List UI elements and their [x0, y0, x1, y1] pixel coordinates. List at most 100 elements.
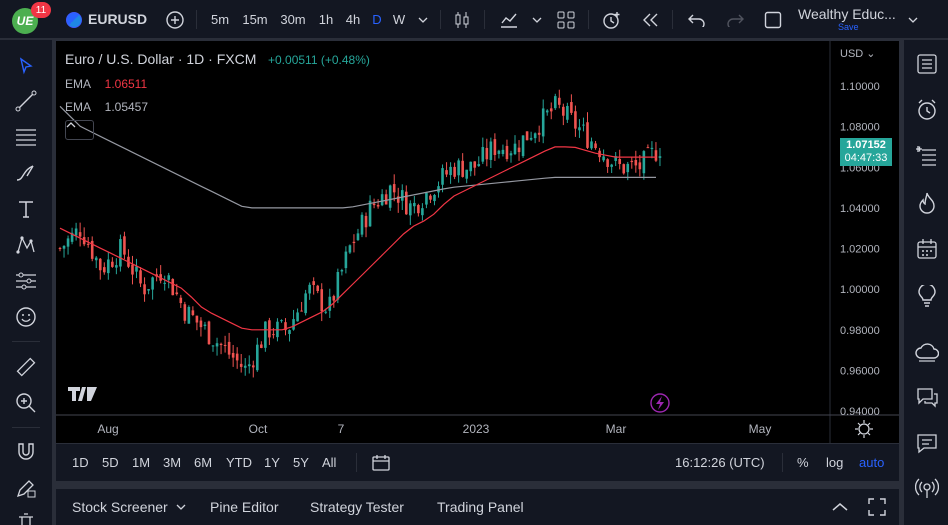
candle: [626, 163, 630, 173]
drawing-toolbar: [0, 40, 53, 525]
collapse-panel-button[interactable]: [831, 489, 849, 525]
compare-symbol-button[interactable]: [164, 0, 186, 39]
help-button[interactable]: [911, 472, 943, 504]
ema-fast-legend[interactable]: EMA 1.06511: [65, 76, 147, 91]
candle: [610, 164, 613, 167]
go-to-date-button[interactable]: [372, 444, 390, 481]
prediction-tool[interactable]: [10, 265, 42, 297]
streams-button[interactable]: [911, 336, 943, 368]
interval-4h[interactable]: 4h: [345, 12, 361, 27]
candle: [231, 352, 235, 358]
ideas-button[interactable]: [911, 280, 943, 312]
log-scale-toggle[interactable]: log: [826, 455, 844, 470]
zoom-tool[interactable]: [10, 387, 42, 419]
indicators-dropdown[interactable]: [531, 0, 543, 39]
cloud-icon: [915, 343, 939, 362]
price-chart[interactable]: 1.100001.080001.060001.040001.020001.000…: [56, 41, 899, 443]
candle: [316, 285, 320, 292]
maximize-panel-button[interactable]: [868, 489, 886, 525]
percent-scale-toggle[interactable]: %: [797, 455, 809, 470]
price-tick: 1.00000: [840, 284, 880, 296]
legend-collapse-button[interactable]: [65, 120, 94, 140]
intervals-dropdown[interactable]: [416, 0, 430, 39]
candle: [340, 270, 344, 272]
lock-drawings-tool[interactable]: [10, 472, 42, 504]
brush-tool[interactable]: [10, 157, 42, 189]
symbol-search[interactable]: EURUSD: [88, 11, 148, 27]
interval-30m[interactable]: 30m: [280, 12, 306, 27]
chart-type-button[interactable]: [451, 0, 473, 39]
candle: [268, 320, 271, 338]
trash-icon: [19, 513, 33, 525]
save-label[interactable]: Save: [838, 22, 859, 32]
time-scale: Aug Oct 7 2023 Mar May: [97, 422, 771, 436]
currency-selector[interactable]: USD ⌄: [840, 48, 876, 60]
range-1d[interactable]: 1D: [72, 455, 89, 470]
range-6m[interactable]: 6M: [194, 455, 213, 470]
trend-line-tool[interactable]: [10, 85, 42, 117]
range-1y[interactable]: 1Y: [264, 455, 280, 470]
candle: [135, 266, 138, 272]
candle: [541, 108, 545, 137]
ema-slow-legend[interactable]: EMA 1.05457: [65, 99, 148, 114]
measure-tool[interactable]: [10, 351, 42, 383]
redo-button[interactable]: [724, 0, 746, 39]
redo-icon: [727, 14, 744, 27]
range-ytd[interactable]: YTD: [226, 455, 252, 470]
chats-button[interactable]: [911, 381, 943, 413]
undo-button[interactable]: [686, 0, 708, 39]
interval-1h[interactable]: 1h: [318, 12, 334, 27]
calendar-button[interactable]: [911, 233, 943, 265]
candle: [300, 310, 303, 312]
pattern-tool[interactable]: [10, 229, 42, 261]
layout-name[interactable]: Wealthy Educ...: [798, 6, 896, 22]
remove-drawings-tool[interactable]: [10, 506, 42, 525]
tab-trading-panel[interactable]: Trading Panel: [437, 499, 524, 515]
interval-w[interactable]: W: [392, 12, 406, 27]
layout-dropdown[interactable]: [906, 0, 920, 39]
interval-15m[interactable]: 15m: [242, 12, 268, 27]
range-5d[interactable]: 5D: [102, 455, 119, 470]
candle: [465, 169, 468, 179]
range-5y[interactable]: 5Y: [293, 455, 309, 470]
text-tool[interactable]: [10, 193, 42, 225]
replay-button[interactable]: [640, 0, 662, 39]
range-3m[interactable]: 3M: [163, 455, 182, 470]
layouts-button[interactable]: [556, 0, 576, 39]
magnet-tool[interactable]: [10, 436, 42, 468]
interval-5m[interactable]: 5m: [210, 12, 230, 27]
tab-pine-editor[interactable]: Pine Editor: [210, 499, 279, 515]
interval-d[interactable]: D: [372, 12, 382, 27]
tab-strategy-tester[interactable]: Strategy Tester: [310, 499, 404, 515]
alerts-button[interactable]: [911, 94, 943, 126]
candle: [417, 205, 420, 214]
alert-button[interactable]: [601, 0, 623, 39]
stock-screener-dropdown[interactable]: [176, 489, 186, 525]
fullscreen-button[interactable]: [762, 0, 784, 39]
hotlists-button[interactable]: [911, 187, 943, 219]
price-tick: 0.94000: [840, 406, 880, 418]
tab-stock-screener[interactable]: Stock Screener: [72, 499, 168, 515]
chevron-down-icon: [532, 17, 542, 23]
list-icon: [917, 54, 937, 74]
candle: [570, 102, 573, 113]
icons-tool[interactable]: [10, 301, 42, 333]
fib-tool[interactable]: [10, 121, 42, 153]
candle: [421, 208, 424, 216]
data-window-button[interactable]: [911, 140, 943, 172]
candle: [163, 282, 166, 284]
indicators-button[interactable]: [497, 0, 521, 39]
watchlist-button[interactable]: [911, 48, 943, 80]
chart-legend-title[interactable]: Euro / U.S. Dollar · 1D · FXCM +0.00511 …: [65, 51, 370, 67]
price-change: +0.00511 (+0.48%): [268, 53, 370, 67]
range-all[interactable]: All: [322, 455, 337, 470]
candle: [102, 267, 106, 273]
messages-button[interactable]: [911, 427, 943, 459]
clock-timezone[interactable]: 16:12:26 (UTC): [675, 455, 765, 470]
chart-pane[interactable]: 1.10000 1.08000 1.06000 1.04000 1.02000 1.000…: [56, 41, 899, 443]
auto-scale-toggle[interactable]: auto: [859, 455, 885, 470]
candle: [477, 164, 481, 167]
range-1m[interactable]: 1M: [132, 455, 151, 470]
cursor-tool[interactable]: [10, 50, 42, 82]
candle: [481, 147, 485, 162]
